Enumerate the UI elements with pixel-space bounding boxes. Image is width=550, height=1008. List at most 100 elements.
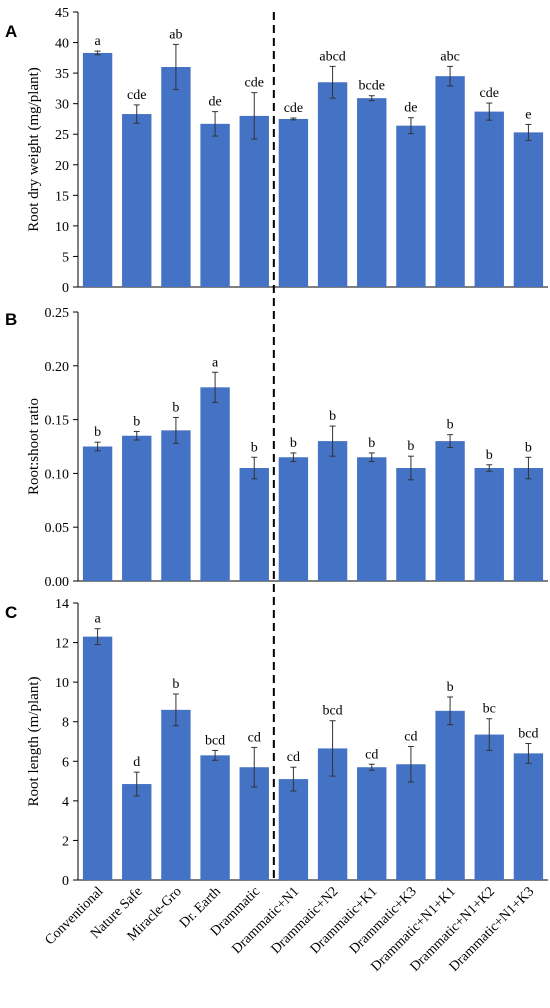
significance-letter: cd [404, 729, 417, 744]
significance-letter: cd [287, 750, 300, 765]
significance-letter: b [407, 439, 414, 454]
bar [82, 446, 113, 581]
y-tick-label: 20 [55, 159, 69, 174]
bar [122, 784, 152, 880]
y-tick-label: 8 [62, 716, 69, 731]
y-tick-label: 0.15 [45, 414, 70, 429]
bar [474, 468, 504, 581]
panel-letter: A [5, 22, 17, 41]
bar [396, 125, 426, 288]
significance-letter: b [329, 409, 336, 424]
significance-letter: b [447, 418, 454, 433]
significance-letter: a [212, 355, 219, 370]
bar [513, 132, 544, 287]
significance-letter: a [94, 34, 101, 49]
significance-letter: abcd [319, 49, 345, 64]
bar [317, 82, 348, 288]
y-tick-label: 0 [62, 281, 69, 296]
bar [435, 710, 465, 880]
significance-letter: bcd [322, 704, 342, 719]
y-tick-label: 35 [55, 67, 69, 82]
panel-letter: C [5, 603, 17, 622]
bar [161, 430, 191, 581]
bar [82, 52, 113, 287]
y-tick-label: 30 [55, 98, 69, 113]
bar [396, 764, 426, 880]
y-tick-label: 0.10 [45, 467, 70, 482]
significance-letter: cde [245, 76, 264, 91]
y-tick-label: 5 [62, 250, 69, 265]
significance-letter: b [525, 440, 532, 455]
significance-letter: a [94, 612, 101, 627]
bar [357, 767, 387, 880]
bar [357, 98, 387, 288]
significance-letter: bc [483, 702, 496, 717]
y-axis-label: Root dry weight (mg/plant) [26, 67, 42, 232]
bar [317, 441, 348, 581]
y-tick-label: 10 [55, 676, 69, 691]
y-tick-label: 45 [55, 6, 69, 21]
y-tick-label: 2 [62, 834, 69, 849]
significance-letter: cd [248, 730, 261, 745]
y-axis-label: Root:shoot ratio [26, 398, 42, 495]
significance-letter: b [94, 425, 101, 440]
bar [513, 753, 544, 880]
y-tick-label: 4 [62, 795, 69, 810]
significance-letter: bcd [205, 733, 225, 748]
bar [357, 457, 387, 581]
significance-letter: bcde [359, 79, 385, 94]
bar [474, 111, 504, 287]
bar [200, 387, 230, 581]
significance-letter: e [525, 107, 531, 122]
bar [435, 76, 465, 288]
panel-letter: B [5, 310, 17, 329]
bar [161, 67, 191, 287]
y-tick-label: 0.00 [45, 575, 70, 590]
significance-letter: b [172, 400, 179, 415]
y-tick-label: 40 [55, 37, 69, 52]
y-tick-label: 25 [55, 128, 69, 143]
y-tick-label: 12 [55, 637, 69, 652]
panel-b: B 0.00 0.05 0.10 0.15 0.20 0.25 Root:shoot rati… [5, 306, 548, 590]
significance-letter: b [133, 414, 140, 429]
y-axis-label: Root length (m/plant) [26, 677, 42, 807]
bar [122, 435, 152, 581]
significance-letter: cd [365, 747, 378, 762]
bar [239, 115, 269, 287]
significance-letter: abc [440, 49, 459, 64]
y-tick-label: 6 [62, 755, 69, 770]
significance-letter: b [368, 436, 375, 451]
significance-letter: b [172, 677, 179, 692]
significance-letter: d [133, 755, 140, 770]
significance-letter: b [447, 680, 454, 695]
bar [278, 118, 309, 287]
significance-letter: ab [169, 27, 182, 42]
bar [200, 755, 230, 880]
bar [278, 457, 309, 581]
y-tick-label: 0 [62, 874, 69, 889]
y-tick-label: 0.05 [45, 521, 70, 536]
significance-letter: cde [284, 101, 303, 116]
bar [161, 709, 191, 880]
significance-letter: cde [127, 88, 146, 103]
significance-letter: bcd [518, 726, 538, 741]
significance-letter: de [208, 95, 221, 110]
bar [200, 123, 230, 287]
bar [82, 636, 113, 880]
y-tick-label: 14 [55, 597, 69, 612]
y-tick-label: 15 [55, 189, 69, 204]
y-tick-label: 10 [55, 220, 69, 235]
bar [474, 734, 504, 880]
significance-letter: de [404, 101, 417, 116]
bar [278, 779, 309, 880]
significance-letter: b [290, 436, 297, 451]
bar [513, 468, 544, 581]
bar [122, 114, 152, 287]
panel-a: A 0 5 10 15 20 25 30 35 40 45 Root dry weight (mg/p… [5, 6, 548, 296]
y-tick-label: 0.20 [45, 360, 70, 375]
y-tick-label: 0.25 [45, 306, 70, 321]
significance-letter: cde [480, 86, 499, 101]
bar [396, 468, 426, 581]
